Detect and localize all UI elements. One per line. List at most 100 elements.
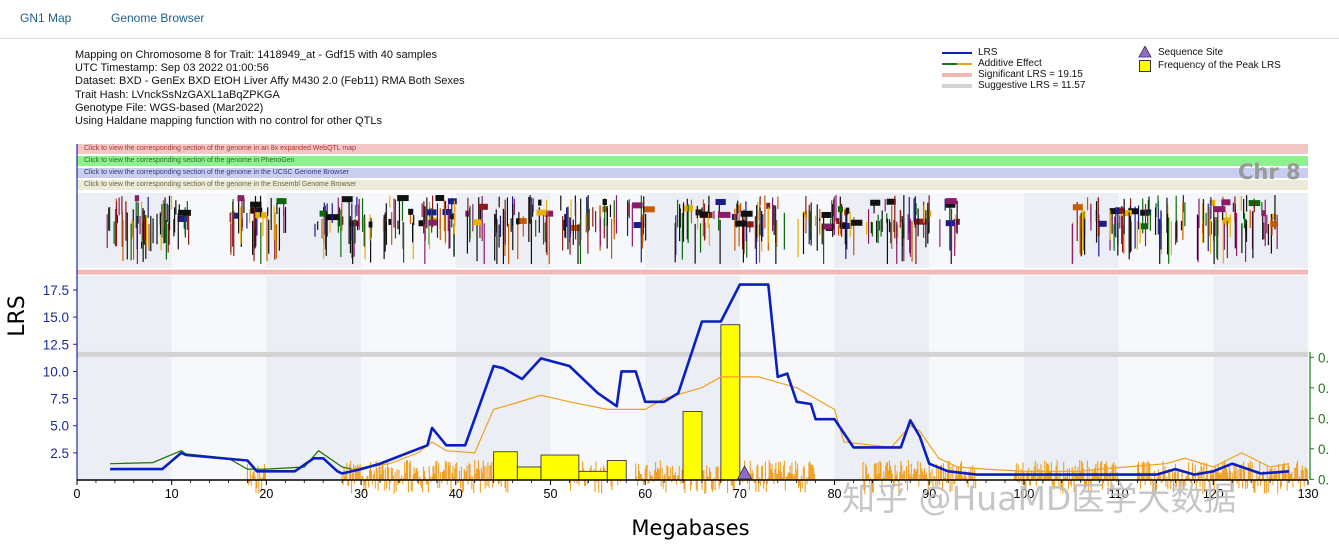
plot-stripe — [171, 276, 267, 480]
tab-gn1-map[interactable]: GN1 Map — [20, 11, 72, 25]
gene-block — [1261, 210, 1266, 217]
gene-mark — [268, 219, 270, 254]
gene-mark — [233, 210, 235, 257]
gene-mark — [141, 201, 143, 242]
tab-bar: GN1 Map Genome Browser — [0, 0, 1339, 39]
gene-mark — [743, 209, 745, 254]
gene-mark — [354, 218, 356, 244]
gene-mark — [354, 204, 357, 218]
gene-mark — [896, 221, 898, 264]
gene-block — [839, 222, 846, 229]
gene-mark — [642, 223, 644, 235]
gene-mark — [337, 197, 339, 227]
gene-mark — [329, 220, 331, 233]
gene-mark — [412, 217, 414, 260]
gene-block — [1072, 204, 1083, 211]
gene-mark — [609, 204, 612, 218]
gene-mark — [674, 223, 676, 263]
gene-mark — [513, 198, 515, 216]
gene-mark — [1086, 197, 1089, 211]
gene-mark — [577, 224, 579, 264]
gene-mark — [1210, 221, 1212, 235]
gene-block — [643, 206, 655, 213]
gene-block — [177, 216, 188, 223]
gene-mark — [1253, 201, 1255, 213]
gene-mark — [144, 219, 146, 240]
gene-mark — [911, 221, 913, 262]
gene-block — [536, 209, 549, 216]
gene-mark — [1243, 198, 1245, 219]
peak-frequency-bar — [493, 451, 518, 481]
gene-mark — [640, 195, 642, 237]
gene-track[interactable] — [106, 195, 1278, 264]
chart-legend: LRS Additive Effect Significant LRS = 19… — [942, 46, 1322, 91]
gene-mark — [1208, 206, 1210, 237]
band-ucsc[interactable]: Click to view the corresponding section … — [77, 168, 1308, 178]
gene-block — [418, 220, 425, 227]
gene-mark — [173, 207, 176, 233]
x-tick-label: 30 — [354, 487, 368, 501]
gene-mark — [502, 208, 504, 235]
significant-threshold-line — [77, 269, 1308, 275]
band-webqtl-expanded[interactable]: Click to view the corresponding section … — [77, 144, 1308, 154]
gene-block — [1270, 220, 1277, 227]
gene-mark — [508, 223, 510, 264]
gene-mark — [708, 195, 710, 219]
tab-genome-browser[interactable]: Genome Browser — [111, 11, 205, 25]
gene-track-stripe — [361, 193, 456, 268]
gene-mark — [628, 202, 630, 216]
gene-mark — [1249, 209, 1251, 228]
peak-frequency-swatch — [1139, 60, 1151, 72]
gene-mark — [142, 208, 144, 240]
gene-mark — [899, 209, 901, 228]
gene-mark — [1081, 208, 1083, 255]
right-tick-label: 0. — [1318, 381, 1329, 396]
gene-mark — [742, 219, 745, 263]
gene-mark — [238, 195, 240, 234]
legend-significant-swatch — [942, 73, 972, 77]
gene-block — [1140, 209, 1148, 216]
gene-mark — [562, 216, 564, 251]
gene-mark — [570, 199, 572, 235]
peak-frequency-bar — [540, 454, 580, 481]
gene-mark — [574, 202, 577, 240]
gene-mark — [451, 197, 453, 228]
right-tick-label: 0. — [1318, 472, 1329, 487]
gene-mark — [423, 204, 425, 234]
gene-mark — [613, 216, 615, 240]
gene-mark — [877, 214, 879, 244]
dataset: Dataset: BXD - GenEx BXD EtOH Liver Affy… — [75, 75, 465, 88]
x-tick-label: 10 — [165, 487, 179, 501]
gene-mark — [841, 203, 843, 237]
gene-mark — [148, 224, 150, 251]
gene-mark — [116, 215, 118, 224]
gene-mark — [448, 212, 450, 249]
gene-mark — [384, 212, 386, 252]
gene-mark — [707, 213, 709, 228]
gene-mark — [866, 221, 868, 235]
gene-mark — [411, 222, 414, 243]
gene-mark — [696, 205, 698, 219]
gene-mark — [810, 202, 812, 246]
gene-mark — [522, 216, 524, 237]
gene-mark — [1276, 214, 1278, 250]
gene-mark — [567, 206, 569, 250]
gene-mark — [142, 221, 144, 262]
gene-mark — [886, 218, 889, 264]
band-phenogen[interactable]: Click to view the corresponding section … — [77, 156, 1308, 166]
plot-stripe — [929, 276, 1024, 480]
gene-mark — [783, 212, 785, 250]
gene-block — [516, 218, 520, 225]
plot-stripe — [739, 276, 835, 480]
gene-mark — [1223, 219, 1225, 249]
gene-mark — [909, 218, 911, 257]
gene-mark — [1244, 224, 1247, 262]
gene-mark — [1097, 197, 1099, 237]
gene-mark — [808, 209, 810, 245]
gene-mark — [701, 207, 703, 217]
gene-mark — [121, 212, 123, 247]
band-ensembl[interactable]: Click to view the corresponding section … — [77, 180, 1308, 190]
gene-mark — [139, 215, 141, 235]
gene-block — [341, 196, 353, 203]
gene-mark — [1157, 201, 1159, 235]
